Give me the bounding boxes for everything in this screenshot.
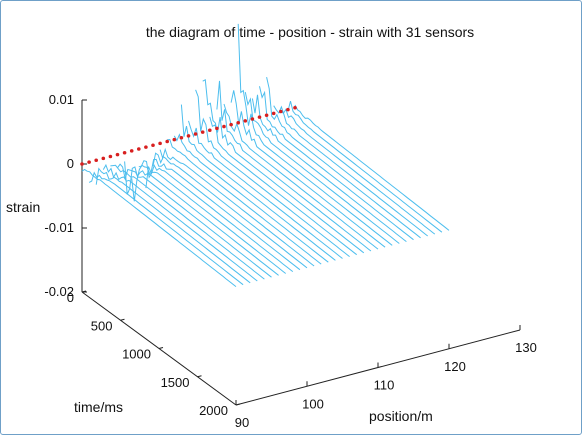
sensor-trace [223,103,379,250]
y-tick-label: 110 [374,378,395,393]
markers-group [80,105,297,166]
sensor-marker [286,107,290,112]
y-axis-label: position/m [369,408,433,424]
sensor-marker [87,160,91,164]
sensor-trace [159,147,315,267]
sensor-marker [200,130,205,134]
sensor-marker [151,143,155,148]
sensor-marker [243,119,248,123]
sensor-marker [279,109,283,114]
sensor-marker [215,126,219,131]
sensor-marker [137,147,141,151]
sensor-marker [158,141,162,146]
sensor-trace [216,80,372,252]
x-tick-mark [81,290,87,293]
y-tick-label: 100 [302,396,324,411]
sensor-marker [222,124,226,129]
sensor-marker [122,150,127,155]
sensor-trace [124,161,279,276]
x-tick-label: 1500 [161,375,190,390]
sensor-trace [287,100,443,233]
sensor-trace [167,138,322,265]
sensor-trace [294,104,450,231]
y-tick-label: 120 [444,359,466,374]
sensor-marker [80,162,84,166]
sensor-marker [208,128,212,133]
x-tick-mark [158,347,164,349]
sensor-trace [81,168,237,287]
sensor-trace [117,163,272,278]
chart-title: the diagram of time - position - strain … [146,24,474,40]
x-axis-label: time/ms [74,399,123,415]
sensor-marker [257,115,262,119]
sensor-trace [280,108,436,235]
sensor-marker [172,137,177,142]
sensor-trace [237,23,393,246]
x-tick-label: 1000 [122,347,151,362]
sensor-trace [244,91,400,244]
y-tick-label: 90 [235,415,249,430]
x-tick-label: 2000 [199,403,228,418]
z-tick-label: -0.01 [44,220,74,235]
x-tick-label: 0 [67,290,74,305]
sensor-trace [266,76,421,239]
sensor-trace [195,89,350,257]
sensor-trace [88,171,244,286]
sensor-marker [236,120,240,125]
sensor-marker [165,139,169,144]
x-tick-label: 500 [91,318,113,333]
z-axis-label: strain [6,199,40,215]
sensor-trace [188,120,343,259]
x-tick-mark [197,375,202,378]
sensor-trace [173,133,329,263]
sensor-marker [179,135,184,140]
sensor-marker [115,152,120,157]
sensor-trace [180,104,336,261]
sensor-marker [293,105,297,110]
sensor-marker [193,132,198,136]
sensor-trace [273,105,429,237]
sensor-marker [229,122,233,127]
sensor-trace [259,86,414,241]
sensor-trace [110,164,265,280]
sensor-trace [202,79,358,256]
sensor-trace [102,163,258,282]
sensor-trace [230,90,386,248]
sensor-marker [94,158,98,163]
sensor-marker [250,117,255,121]
sensor-marker [129,149,134,153]
series-group [81,23,450,287]
sensor-trace [131,164,287,274]
sensor-marker [271,111,276,116]
sensor-trace [251,94,407,242]
x-tick-mark [120,318,125,321]
sensor-trace [138,160,294,272]
sensor-marker [108,154,113,159]
sensor-trace [152,152,308,269]
sensor-marker [264,113,269,118]
z-tick-label: -0.02 [44,284,74,299]
sensor-marker [144,145,148,149]
axes-group: -0.02 -0.01 0 0.01 0 500 1000 1500 2000 90 100 110 1… [44,92,536,430]
z-tick-label: 0 [67,156,74,171]
sensor-trace [95,167,251,284]
z-tick-label: 0.01 [49,92,74,107]
sensor-trace [145,158,301,271]
sensor-marker [186,134,191,138]
sensor-marker [101,156,106,161]
sensor-trace [209,116,365,254]
y-tick-label: 130 [515,340,537,355]
